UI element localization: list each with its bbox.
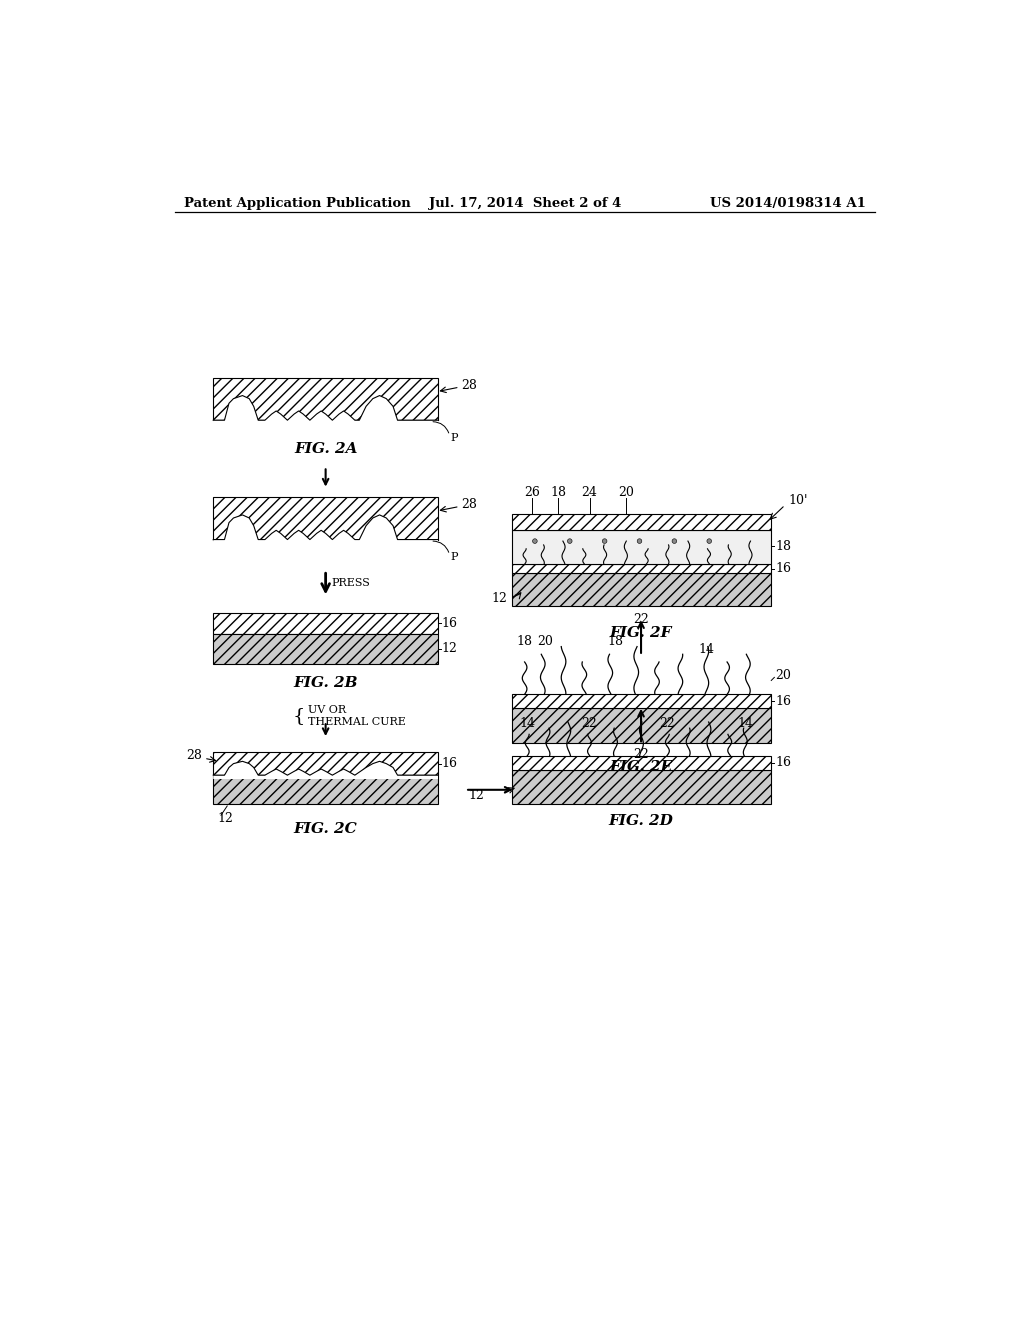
Polygon shape	[213, 515, 438, 544]
Text: Patent Application Publication: Patent Application Publication	[183, 197, 411, 210]
Bar	[213, 612, 438, 635]
Bar	[512, 694, 771, 708]
Text: 24: 24	[582, 486, 597, 499]
Text: {: {	[292, 708, 305, 725]
Text: 14: 14	[737, 717, 754, 730]
Text: 16: 16	[442, 758, 458, 770]
Text: 16: 16	[775, 562, 792, 576]
Text: 12: 12	[492, 591, 508, 605]
Bar	[512, 708, 771, 743]
Text: 18: 18	[607, 635, 624, 648]
Bar	[213, 635, 438, 664]
Text: 22: 22	[633, 612, 649, 626]
Text: 28: 28	[461, 379, 477, 392]
Text: 22: 22	[633, 748, 649, 760]
Circle shape	[672, 539, 677, 544]
Polygon shape	[213, 396, 438, 424]
Bar	[213, 378, 438, 420]
Text: FIG. 2E: FIG. 2E	[609, 760, 673, 775]
Text: 12: 12	[442, 643, 458, 656]
Bar	[512, 529, 771, 564]
Text: 20: 20	[617, 486, 634, 499]
Circle shape	[602, 539, 607, 544]
Circle shape	[707, 539, 712, 544]
Text: Jul. 17, 2014  Sheet 2 of 4: Jul. 17, 2014 Sheet 2 of 4	[429, 197, 621, 210]
Polygon shape	[213, 762, 438, 779]
Circle shape	[637, 539, 642, 544]
Text: US 2014/0198314 A1: US 2014/0198314 A1	[710, 197, 866, 210]
Text: THERMAL CURE: THERMAL CURE	[308, 717, 406, 727]
Bar	[512, 573, 771, 606]
Text: 28: 28	[186, 750, 202, 763]
Bar	[213, 775, 438, 804]
Text: 10': 10'	[788, 494, 808, 507]
Text: 26: 26	[524, 486, 541, 499]
Bar	[213, 498, 438, 540]
Text: FIG. 2C: FIG. 2C	[294, 822, 357, 836]
Text: 20: 20	[538, 635, 553, 648]
Text: 12: 12	[469, 788, 484, 801]
Text: FIG. 2A: FIG. 2A	[294, 442, 357, 457]
Bar	[512, 770, 771, 804]
Text: 12: 12	[217, 812, 233, 825]
Text: FIG. 2D: FIG. 2D	[608, 814, 674, 829]
Text: P: P	[451, 552, 458, 562]
Text: FIG. 2F: FIG. 2F	[610, 626, 673, 640]
Bar	[512, 564, 771, 573]
Text: 18: 18	[516, 635, 532, 648]
Text: 22: 22	[582, 717, 597, 730]
Text: 16: 16	[775, 756, 792, 770]
Text: 14: 14	[519, 717, 536, 730]
Text: 16: 16	[442, 616, 458, 630]
Text: UV OR: UV OR	[308, 705, 346, 714]
Text: PRESS: PRESS	[332, 578, 371, 589]
Text: P: P	[451, 433, 458, 444]
Bar	[512, 515, 771, 529]
Text: 16: 16	[775, 694, 792, 708]
Text: 14: 14	[698, 643, 715, 656]
Text: 18: 18	[550, 486, 566, 499]
Bar	[213, 752, 438, 775]
Text: 28: 28	[461, 499, 477, 511]
Circle shape	[532, 539, 538, 544]
Text: 22: 22	[659, 717, 675, 730]
Text: 20: 20	[775, 668, 791, 681]
Text: 18: 18	[775, 540, 792, 553]
Text: FIG. 2B: FIG. 2B	[293, 676, 357, 690]
Circle shape	[567, 539, 572, 544]
Bar	[512, 756, 771, 770]
